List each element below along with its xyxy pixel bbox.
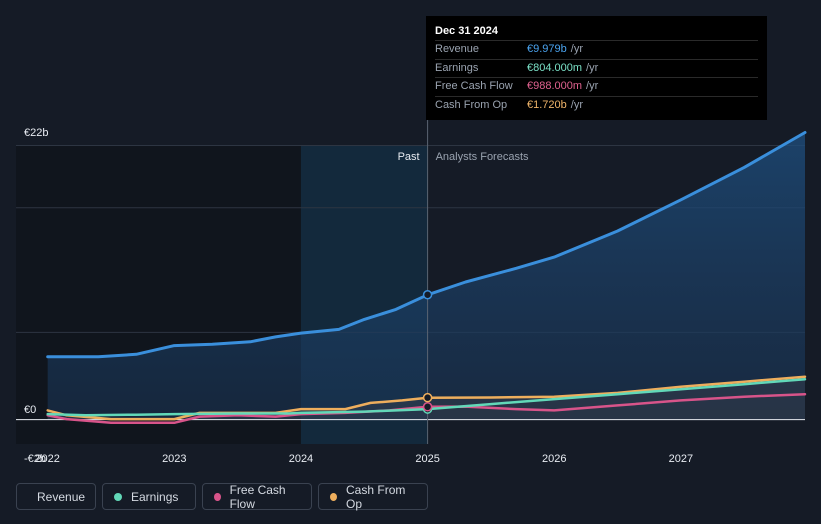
- tooltip-date: Dec 31 2024: [435, 25, 498, 37]
- x-tick-label: 2022: [35, 453, 59, 465]
- legend-label: Cash From Op: [346, 482, 406, 511]
- tooltip-unit: /yr: [586, 61, 599, 74]
- tooltip-label: Cash From Op: [435, 98, 508, 111]
- tooltip-row-cash-from-op: Cash From Op €1.720b /yr: [435, 95, 758, 115]
- forecast-label: Analysts Forecasts: [436, 151, 529, 163]
- tooltip-label: Free Cash Flow: [435, 80, 513, 92]
- revenue-area: [47, 132, 805, 420]
- legend-item-revenue[interactable]: Revenue: [16, 483, 96, 510]
- tooltip-label: Revenue: [435, 43, 480, 55]
- revenue-marker: [422, 290, 433, 300]
- tooltip-unit: /yr: [570, 43, 583, 55]
- data-tooltip: Dec 31 2024 Revenue €9.979b /yr Earnings…: [426, 16, 767, 120]
- x-tick-label: 2023: [162, 453, 186, 465]
- legend-item-free-cash-flow[interactable]: Free Cash Flow: [202, 482, 312, 511]
- tooltip-unit: /yr: [586, 80, 599, 92]
- tooltip-row-earnings: Earnings €804.000m /yr: [435, 58, 758, 78]
- y-tick-label: -€2b: [24, 453, 46, 465]
- cash-from-op-marker: [422, 392, 433, 403]
- earnings-line: [46, 377, 807, 417]
- chart-legend: Revenue Earnings Free Cash Flow Cash Fro…: [16, 482, 428, 511]
- y-tick-label: €0: [24, 404, 36, 416]
- legend-label: Earnings: [131, 489, 179, 504]
- legend-dot-icon: [114, 492, 122, 501]
- x-tick-label: 2026: [542, 453, 566, 465]
- tooltip-value: €9.979b: [527, 43, 567, 55]
- y-tick-label: €22b: [24, 127, 48, 139]
- legend-dot-icon: [330, 492, 338, 501]
- tooltip-row-revenue: Revenue €9.979b /yr: [435, 40, 758, 59]
- cash-from-op-line: [46, 375, 807, 421]
- legend-label: Free Cash Flow: [229, 482, 286, 511]
- legend-item-earnings[interactable]: Earnings: [102, 483, 196, 510]
- x-tick-label: 2024: [289, 453, 313, 465]
- legend-dot-icon: [214, 492, 221, 501]
- free-cash-flow-marker: [422, 402, 433, 412]
- past-label: Past: [398, 151, 420, 163]
- x-tick-label: 2027: [669, 453, 693, 465]
- tooltip-value: €1.720b: [527, 98, 567, 111]
- tooltip-row-free-cash-flow: Free Cash Flow €988.000m /yr: [435, 77, 758, 96]
- tooltip-value: €988.000m: [527, 80, 583, 92]
- x-tick-label: 2025: [415, 453, 439, 465]
- tooltip-label: Earnings: [435, 61, 479, 74]
- revenue-line: [46, 131, 807, 359]
- tooltip-unit: /yr: [570, 98, 583, 111]
- tooltip-value: €804.000m: [527, 61, 583, 74]
- legend-label: Revenue: [37, 489, 86, 504]
- legend-item-cash-from-op[interactable]: Cash From Op: [318, 482, 428, 511]
